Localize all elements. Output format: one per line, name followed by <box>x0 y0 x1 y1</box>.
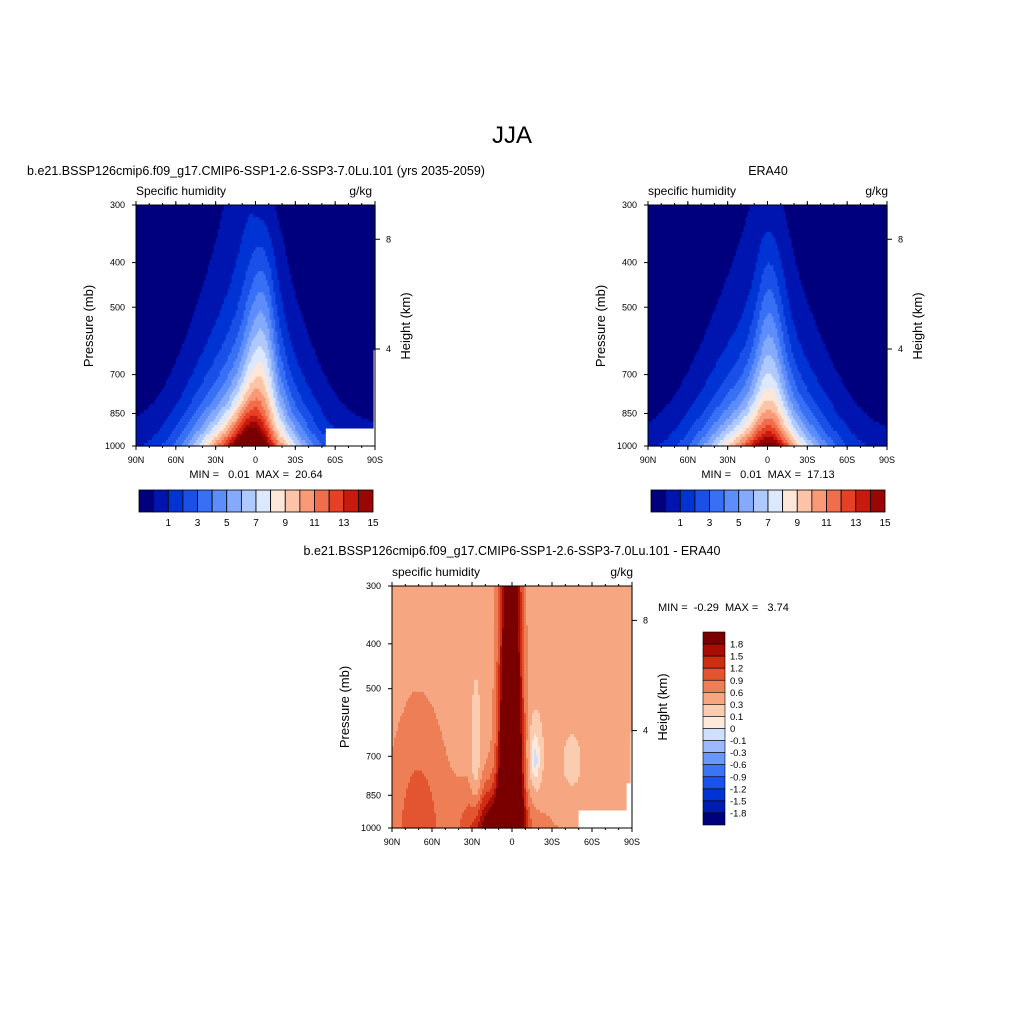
page-title: JJA <box>492 122 532 149</box>
panel-model: b.e21.BSSP126cmip6.f09_g17.CMIP6-SSP1-2.… <box>27 164 485 529</box>
contour-fill <box>136 205 376 447</box>
panel-model-left-label: Specific humidity <box>136 184 226 198</box>
panel-model-title: b.e21.BSSP126cmip6.f09_g17.CMIP6-SSP1-2.… <box>27 164 485 178</box>
panel-model-right-label: g/kg <box>349 184 372 198</box>
